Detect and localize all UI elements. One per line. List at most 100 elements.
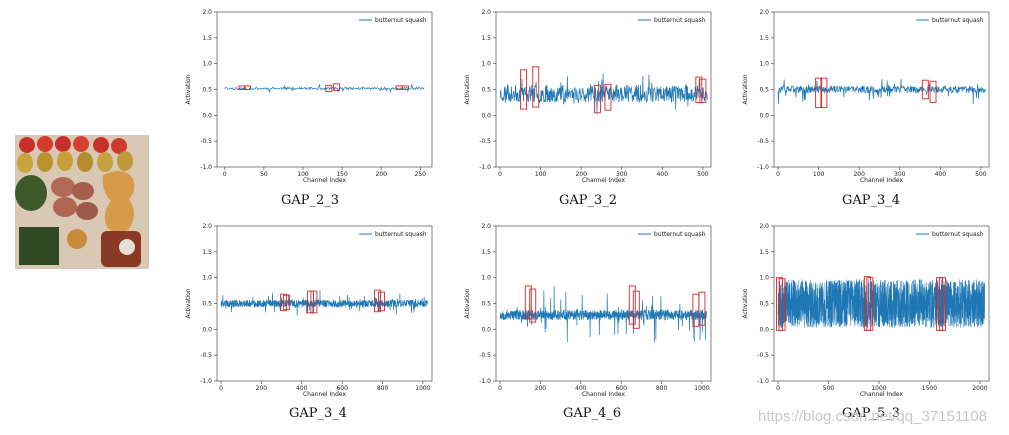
- chart-gap-5-3: -1.0 -0.5 0.0 0.5 1.0 1.5 2.0 0 500 1000 1500 2000 C…: [737, 220, 997, 398]
- y-tick-label: 0.5: [202, 87, 212, 94]
- y-tick-label: 1.5: [759, 35, 769, 42]
- y-tick-label: -1.0: [200, 378, 212, 385]
- y-tick-label: 1.5: [481, 35, 491, 42]
- series-line: [777, 79, 986, 105]
- x-axis-label: Channel Index: [860, 391, 904, 398]
- x-tick-label: 2000: [972, 385, 987, 392]
- highlight-box: [604, 83, 612, 111]
- onion: [67, 229, 87, 249]
- chart-caption: GAP_3_2: [558, 193, 618, 208]
- x-tick-label: 1500: [922, 385, 937, 392]
- pear: [117, 151, 133, 171]
- y-tick-label: -1.0: [757, 378, 769, 385]
- x-tick-label: 400: [657, 171, 669, 178]
- y-axis-label: Activation: [185, 288, 192, 318]
- y-tick-label: 0.0: [759, 326, 769, 333]
- apple: [55, 136, 71, 152]
- x-tick-label: 200: [853, 171, 865, 178]
- y-tick-label: 0.0: [202, 326, 212, 333]
- highlight-box: [820, 77, 828, 109]
- y-tick-label: -0.5: [200, 352, 212, 359]
- series-line: [499, 285, 707, 343]
- y-tick-label: 1.0: [481, 61, 491, 68]
- x-tick-label: 250: [415, 171, 427, 178]
- x-tick-label: 150: [336, 171, 348, 178]
- y-tick-label: 2.0: [759, 9, 769, 16]
- x-axis-label: Channel Index: [860, 177, 904, 184]
- highlight-box: [310, 290, 318, 314]
- series-line: [499, 73, 708, 115]
- highlight-box: [939, 277, 947, 331]
- x-tick-label: 600: [615, 385, 627, 392]
- chart-gap-2-3: -1.0 -0.5 0.0 0.5 1.0 1.5 2.0 0 50 100 150 200 250 Ch…: [180, 6, 440, 184]
- pear: [57, 151, 73, 171]
- y-tick-label: 2.0: [759, 223, 769, 230]
- x-tick-label: 0: [776, 171, 780, 178]
- butternut-squash: [102, 170, 135, 234]
- y-tick-label: 1.0: [202, 275, 212, 282]
- x-tick-label: 500: [975, 171, 987, 178]
- chart-caption: GAP_3_4: [288, 406, 348, 421]
- x-axis-label: Channel Index: [303, 177, 347, 184]
- pear: [17, 153, 33, 173]
- pear: [97, 152, 113, 172]
- watermark: https://blog.csdn.net/qq_37151108: [758, 408, 988, 425]
- x-tick-label: 600: [336, 385, 348, 392]
- x-tick-label: 500: [823, 385, 835, 392]
- source-image: [15, 135, 149, 269]
- y-axis-label: Activation: [742, 74, 749, 104]
- potato: [53, 197, 77, 217]
- y-tick-label: 1.5: [481, 249, 491, 256]
- apple: [19, 137, 35, 153]
- legend-label: butternut squash: [654, 17, 706, 24]
- y-tick-label: -0.5: [757, 352, 769, 359]
- x-tick-label: 200: [575, 171, 587, 178]
- y-tick-label: -1.0: [479, 378, 491, 385]
- y-tick-label: -1.0: [479, 164, 491, 171]
- highlight-box: [695, 76, 703, 103]
- y-tick-label: 0.5: [759, 301, 769, 308]
- y-tick-label: 0.0: [759, 112, 769, 119]
- y-tick-label: 0.5: [481, 301, 491, 308]
- highlight-box: [325, 84, 333, 93]
- y-tick-label: 2.0: [481, 9, 491, 16]
- series-line: [777, 278, 985, 328]
- y-tick-label: -1.0: [200, 164, 212, 171]
- y-axis-label: Activation: [742, 288, 749, 318]
- x-tick-label: 400: [296, 385, 308, 392]
- x-tick-label: 1000: [415, 385, 430, 392]
- x-tick-label: 0: [498, 385, 502, 392]
- y-tick-label: -1.0: [757, 164, 769, 171]
- x-tick-label: 300: [894, 171, 906, 178]
- highlight-box: [929, 80, 937, 103]
- y-tick-label: -0.5: [479, 138, 491, 145]
- x-axis-label: Channel Index: [303, 391, 347, 398]
- y-tick-label: 1.0: [481, 275, 491, 282]
- y-tick-label: 0.0: [202, 112, 212, 119]
- apple: [37, 136, 53, 152]
- potato: [51, 177, 75, 197]
- x-tick-label: 0: [776, 385, 780, 392]
- x-tick-label: 0: [223, 171, 227, 178]
- chart-gap-3-2: -1.0 -0.5 0.0 0.5 1.0 1.5 2.0 0 100 200 300 400 500 C…: [459, 6, 719, 184]
- highlight-box: [524, 285, 532, 320]
- x-tick-label: 1000: [694, 385, 709, 392]
- highlight-box: [333, 83, 341, 91]
- legend-label: butternut squash: [654, 231, 706, 238]
- x-tick-label: 100: [535, 171, 547, 178]
- x-tick-label: 100: [297, 171, 309, 178]
- highlight-box: [238, 85, 246, 90]
- highlight-box: [921, 79, 929, 100]
- chart-gap-4-6: -1.0 -0.5 0.0 0.5 1.0 1.5 2.0 0 200 400 600 800 1000…: [459, 220, 719, 398]
- y-tick-label: 1.5: [759, 249, 769, 256]
- apple: [93, 137, 109, 153]
- bottle-label: [119, 239, 135, 255]
- y-tick-label: 0.5: [202, 301, 212, 308]
- highlight-box: [815, 77, 823, 109]
- x-tick-label: 1000: [871, 385, 886, 392]
- chart-gap-3-4-b: -1.0 -0.5 0.0 0.5 1.0 1.5 2.0 0 200 400 600 800 1000…: [180, 220, 440, 398]
- broccoli: [15, 175, 47, 211]
- chart-caption: GAP_2_3: [280, 193, 340, 208]
- highlight-box: [244, 85, 251, 90]
- chart-caption: GAP_5_3: [841, 406, 901, 421]
